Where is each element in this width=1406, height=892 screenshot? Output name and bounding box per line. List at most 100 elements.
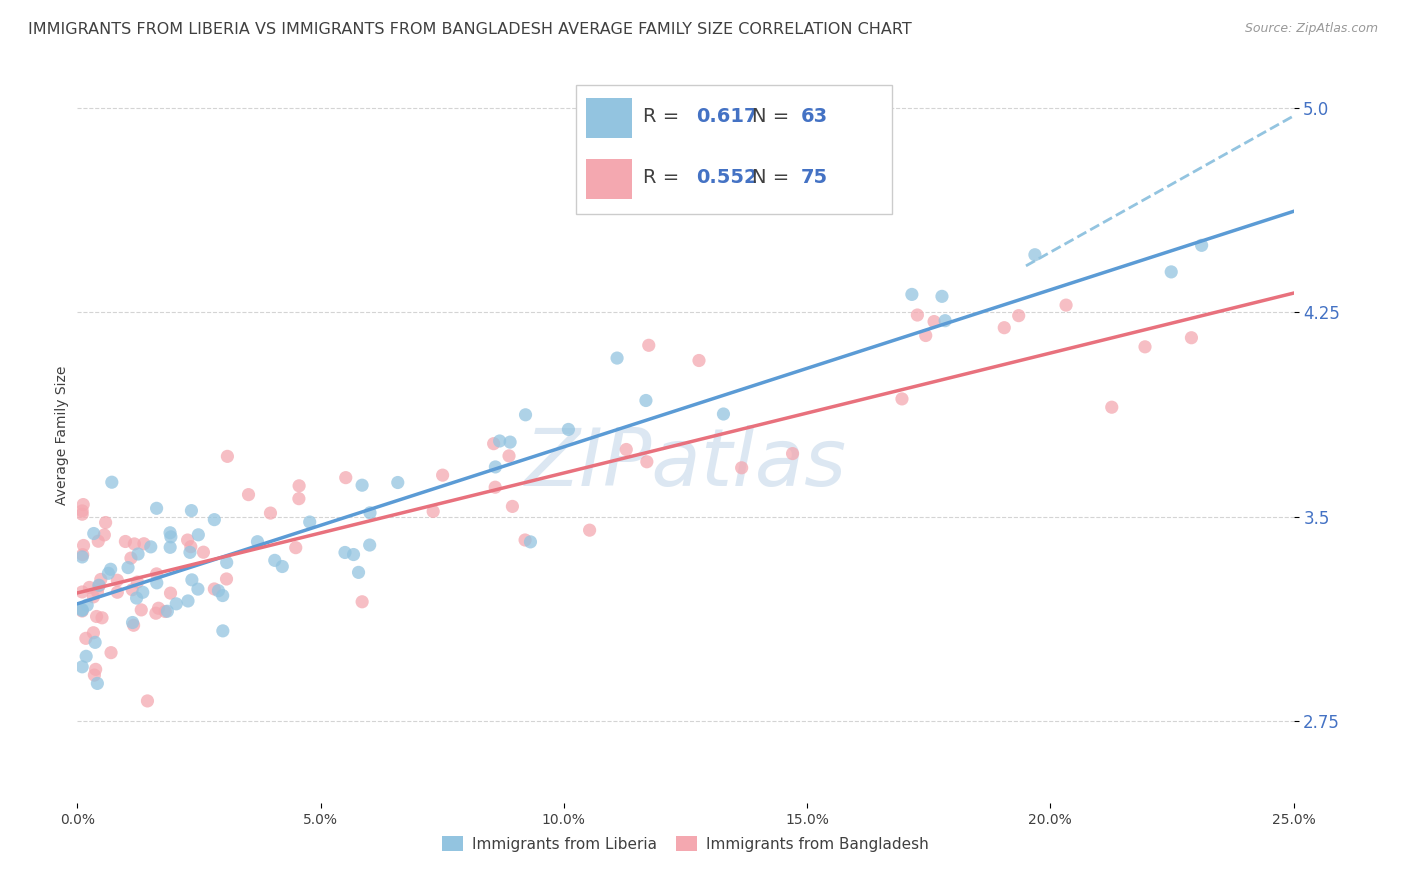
Point xyxy=(100,562,122,576)
Point xyxy=(347,566,370,580)
Text: N =: N = xyxy=(752,168,796,186)
Point xyxy=(246,534,269,549)
Point xyxy=(387,475,409,490)
Point xyxy=(288,491,311,506)
Point xyxy=(688,353,710,368)
Point xyxy=(288,479,311,493)
Point xyxy=(499,435,522,450)
Text: N =: N = xyxy=(752,107,796,127)
Point xyxy=(180,503,202,517)
Point xyxy=(83,526,105,541)
Point xyxy=(211,624,233,638)
Point xyxy=(121,582,143,597)
Point xyxy=(211,589,233,603)
Point xyxy=(217,450,239,464)
Legend: Immigrants from Liberia, Immigrants from Bangladesh: Immigrants from Liberia, Immigrants from… xyxy=(436,830,935,858)
Point xyxy=(1024,248,1046,262)
Point xyxy=(352,478,374,492)
Point xyxy=(202,513,225,527)
Point xyxy=(931,289,953,303)
Point xyxy=(70,585,93,599)
Point xyxy=(482,436,505,450)
Point xyxy=(901,287,924,301)
Point xyxy=(1008,309,1031,323)
Point xyxy=(1180,331,1202,345)
Point xyxy=(298,515,321,529)
Point xyxy=(70,507,93,521)
Point xyxy=(82,625,104,640)
Point xyxy=(202,582,225,596)
Point xyxy=(125,591,148,605)
Point xyxy=(87,534,110,549)
Point xyxy=(284,541,307,555)
Point xyxy=(905,308,928,322)
Text: IMMIGRANTS FROM LIBERIA VS IMMIGRANTS FROM BANGLADESH AVERAGE FAMILY SIZE CORREL: IMMIGRANTS FROM LIBERIA VS IMMIGRANTS FR… xyxy=(28,22,912,37)
Point xyxy=(180,573,202,587)
Point xyxy=(1160,265,1182,279)
Point xyxy=(79,581,101,595)
Point xyxy=(127,547,149,561)
Point xyxy=(94,516,117,530)
Point xyxy=(730,460,752,475)
Point xyxy=(124,537,146,551)
Point xyxy=(117,560,139,574)
Point xyxy=(782,447,804,461)
Point xyxy=(72,498,94,512)
Point xyxy=(121,615,143,630)
Point xyxy=(139,540,162,554)
Text: 0.552: 0.552 xyxy=(696,168,758,186)
Point xyxy=(333,545,356,559)
Point xyxy=(148,601,170,615)
Point xyxy=(636,455,658,469)
Point xyxy=(1054,298,1077,312)
Text: 75: 75 xyxy=(801,168,828,186)
Point xyxy=(145,501,167,516)
Point xyxy=(335,470,357,484)
Point xyxy=(634,393,657,408)
Point xyxy=(87,578,110,592)
Point xyxy=(155,605,177,619)
Point xyxy=(215,572,238,586)
Point xyxy=(72,539,94,553)
Point xyxy=(263,553,285,567)
Point xyxy=(93,528,115,542)
Point xyxy=(76,598,98,612)
FancyBboxPatch shape xyxy=(586,98,631,138)
Point xyxy=(86,585,108,599)
Point xyxy=(90,573,112,587)
Point xyxy=(86,609,108,624)
Point xyxy=(713,407,735,421)
Point xyxy=(578,523,600,537)
Point xyxy=(271,559,294,574)
Text: Source: ZipAtlas.com: Source: ZipAtlas.com xyxy=(1244,22,1378,36)
Point xyxy=(934,314,956,328)
Point xyxy=(105,573,128,587)
Point xyxy=(193,545,215,559)
Point xyxy=(97,566,120,581)
Text: ZIPatlas: ZIPatlas xyxy=(524,425,846,503)
Point xyxy=(165,597,187,611)
Point xyxy=(145,566,167,581)
Point xyxy=(422,504,444,518)
Point xyxy=(91,611,114,625)
Point xyxy=(70,660,93,674)
Point xyxy=(100,646,122,660)
Point xyxy=(156,604,179,618)
Point xyxy=(72,548,94,562)
Point xyxy=(1101,401,1123,415)
Point xyxy=(1133,340,1156,354)
Point xyxy=(70,504,93,518)
Point xyxy=(342,548,364,562)
Point xyxy=(187,582,209,596)
Point xyxy=(70,603,93,617)
Point xyxy=(484,459,506,474)
Point xyxy=(122,618,145,632)
Point xyxy=(101,475,124,490)
Text: 63: 63 xyxy=(801,107,828,127)
Point xyxy=(179,545,201,559)
Point xyxy=(129,603,152,617)
Point xyxy=(136,694,159,708)
Point xyxy=(614,442,637,457)
Point xyxy=(606,351,628,365)
Point xyxy=(114,534,136,549)
